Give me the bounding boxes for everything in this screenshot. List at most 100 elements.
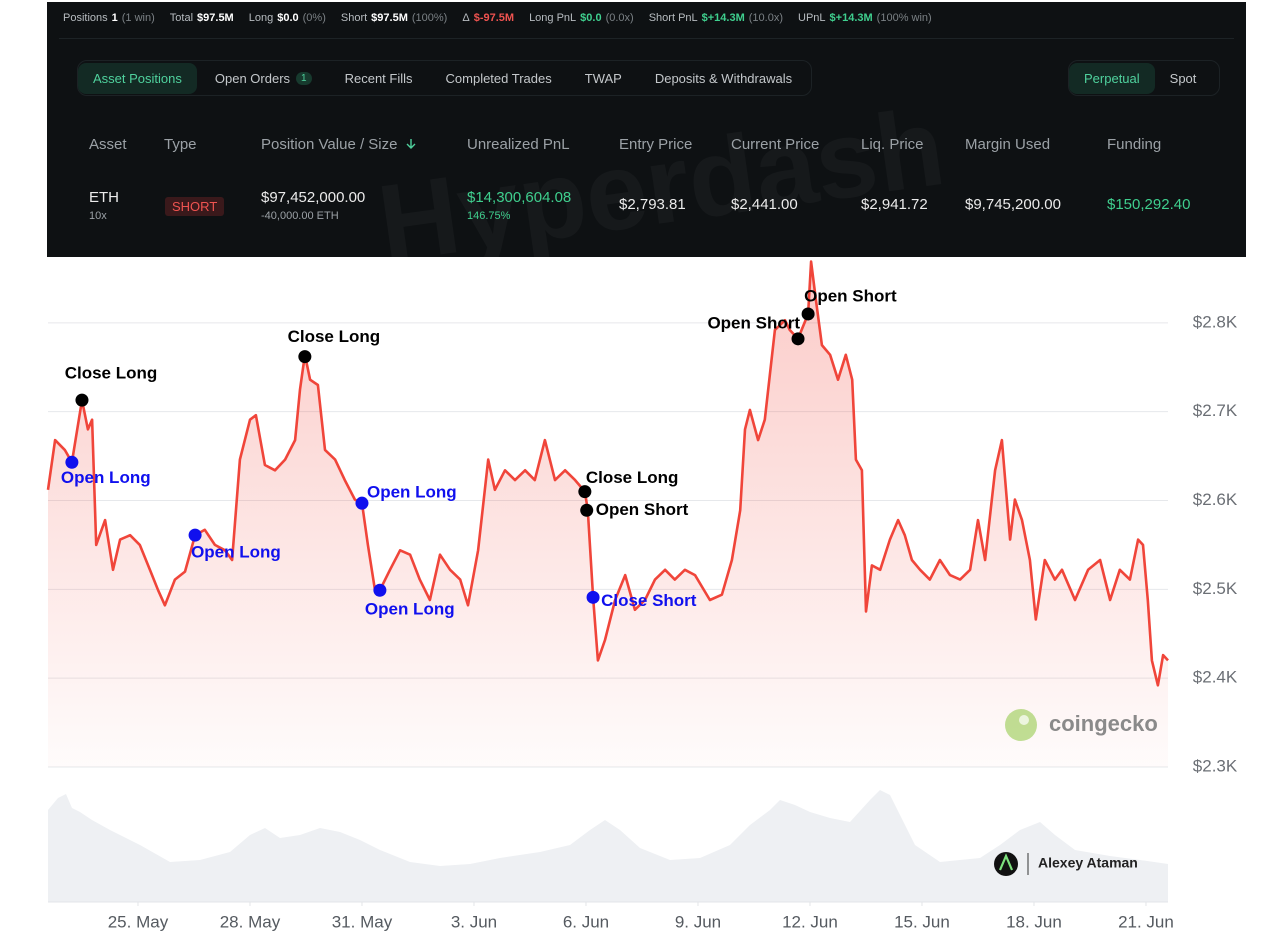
stat: Short $97.5M (100%) xyxy=(341,12,447,24)
stat-value: $-97.5M xyxy=(473,12,515,24)
trade-marker xyxy=(188,528,202,542)
cell: ETH xyxy=(89,189,119,206)
stat: Long $0.0 (0%) xyxy=(249,12,326,24)
column-header[interactable]: Type xyxy=(164,136,197,153)
trade-marker xyxy=(75,393,89,407)
stats-row: Positions 1 (1 win) Total $97.5M Long $0.0 (0%)… xyxy=(63,12,932,24)
source-logo-eye xyxy=(1019,715,1029,725)
stat-value: 1 xyxy=(111,12,118,24)
stat-value: $+14.3M xyxy=(829,12,873,24)
stat-value: $0.0 xyxy=(580,12,602,24)
x-tick-label: 28. May xyxy=(220,912,281,931)
cell-sub: 10x xyxy=(89,210,107,222)
trade-label: Open Short xyxy=(707,313,800,332)
column-header[interactable]: Entry Price xyxy=(619,136,693,153)
volume-area xyxy=(48,790,1168,902)
x-tick-label: 25. May xyxy=(108,912,169,931)
cell: $2,941.72 xyxy=(861,196,928,213)
tab-label: Open Orders xyxy=(214,70,291,86)
x-tick-label: 3. Jun xyxy=(451,912,497,931)
trade-label: Open Long xyxy=(61,468,151,487)
stat: Δ $-97.5M xyxy=(462,12,514,24)
cell: $9,745,200.00 xyxy=(965,196,1061,213)
y-tick-label: $2.8K xyxy=(1193,312,1238,331)
toggle-option[interactable]: Spot xyxy=(1155,63,1212,94)
stat-value: $97.5M xyxy=(197,12,234,24)
y-tick-label: $2.4K xyxy=(1193,668,1238,687)
column-header[interactable]: Current Price xyxy=(731,136,820,153)
stat-label: Positions xyxy=(63,12,108,24)
stat-note: (100% win) xyxy=(876,12,932,24)
x-tick-label: 31. May xyxy=(332,912,393,931)
column-header[interactable]: Asset xyxy=(89,136,127,153)
x-tick-label: 15. Jun xyxy=(894,912,950,931)
trade-label: Open Long xyxy=(191,543,281,562)
tab-count: 1 xyxy=(296,71,312,85)
tab-label: TWAP xyxy=(584,70,622,86)
x-tick-label: 18. Jun xyxy=(1006,912,1062,931)
cell-sub: -40,000.00 ETH xyxy=(261,210,339,222)
trade-marker xyxy=(580,503,594,517)
tab[interactable]: TWAP xyxy=(570,63,637,94)
tab[interactable]: Deposits & Withdrawals xyxy=(640,63,807,94)
stat-label: Long PnL xyxy=(529,12,577,24)
trade-marker xyxy=(65,455,79,469)
toggle-option[interactable]: Perpetual xyxy=(1069,62,1155,94)
tab-label: Asset Positions xyxy=(93,70,182,86)
stat-value: $0.0 xyxy=(277,12,299,24)
y-tick-label: $2.5K xyxy=(1193,579,1238,598)
column-header[interactable]: Unrealized PnL xyxy=(467,136,570,153)
x-tick-label: 12. Jun xyxy=(782,912,838,931)
stat-label: Long xyxy=(248,12,274,24)
stat-label: Short xyxy=(340,12,368,24)
y-tick-label: $2.6K xyxy=(1193,490,1238,509)
stat-value: $97.5M xyxy=(371,12,408,24)
trade-label: Close Long xyxy=(65,364,158,383)
trade-label: Close Long xyxy=(288,327,381,346)
x-tick-label: 21. Jun xyxy=(1118,912,1174,931)
stat: Total $97.5M xyxy=(170,12,234,24)
cell: $2,441.00 xyxy=(731,196,798,213)
credit-label: Alexey Ataman xyxy=(1038,855,1138,871)
watermark: Hyperdash xyxy=(371,83,952,257)
trade-label: Open Short xyxy=(596,500,689,519)
column-header[interactable]: Position Value / Size xyxy=(261,136,417,153)
tab[interactable]: Asset Positions xyxy=(78,62,197,94)
price-area xyxy=(48,261,1168,767)
y-tick-label: $2.7K xyxy=(1193,401,1238,420)
trade-label: Open Long xyxy=(365,600,455,619)
stat-note: (100%) xyxy=(411,12,448,24)
toggle-label: Perpetual xyxy=(1084,70,1140,86)
tab-bar: Asset Positions Open Orders 1 Recent Fills C… xyxy=(77,60,812,96)
credit-logo-mark xyxy=(998,853,1014,871)
column-header[interactable]: Margin Used xyxy=(965,136,1051,153)
stat-note: (1 win) xyxy=(121,12,155,24)
divider xyxy=(59,38,1234,39)
stat-label: Δ xyxy=(462,12,470,24)
y-tick-label: $2.3K xyxy=(1193,756,1238,775)
tab[interactable]: Recent Fills xyxy=(330,63,428,94)
tab-label: Deposits & Withdrawals xyxy=(654,70,793,86)
trade-marker xyxy=(586,590,600,604)
tab[interactable]: Open Orders 1 xyxy=(200,63,327,94)
tab[interactable]: Completed Trades xyxy=(431,63,567,94)
cell: $14,300,604.08 xyxy=(467,189,572,206)
column-header[interactable]: Liq. Price xyxy=(861,136,924,153)
stat-label: Short PnL xyxy=(648,12,698,24)
tab-label: Recent Fills xyxy=(344,70,413,86)
trade-label: Open Short xyxy=(804,286,897,305)
stat-note: (0.0x) xyxy=(605,12,634,24)
price-line xyxy=(46,260,1169,687)
cell: $150,292.40 xyxy=(1107,196,1191,213)
trade-marker xyxy=(355,496,369,510)
column-header[interactable]: Funding xyxy=(1107,136,1162,153)
sort-icon xyxy=(406,139,416,149)
type-badge: SHORT xyxy=(165,197,225,216)
stat-value: $+14.3M xyxy=(701,12,745,24)
trade-label: Close Long xyxy=(586,468,679,487)
cell: $97,452,000.00 xyxy=(261,189,366,206)
stat: Positions 1 (1 win) xyxy=(63,12,155,24)
